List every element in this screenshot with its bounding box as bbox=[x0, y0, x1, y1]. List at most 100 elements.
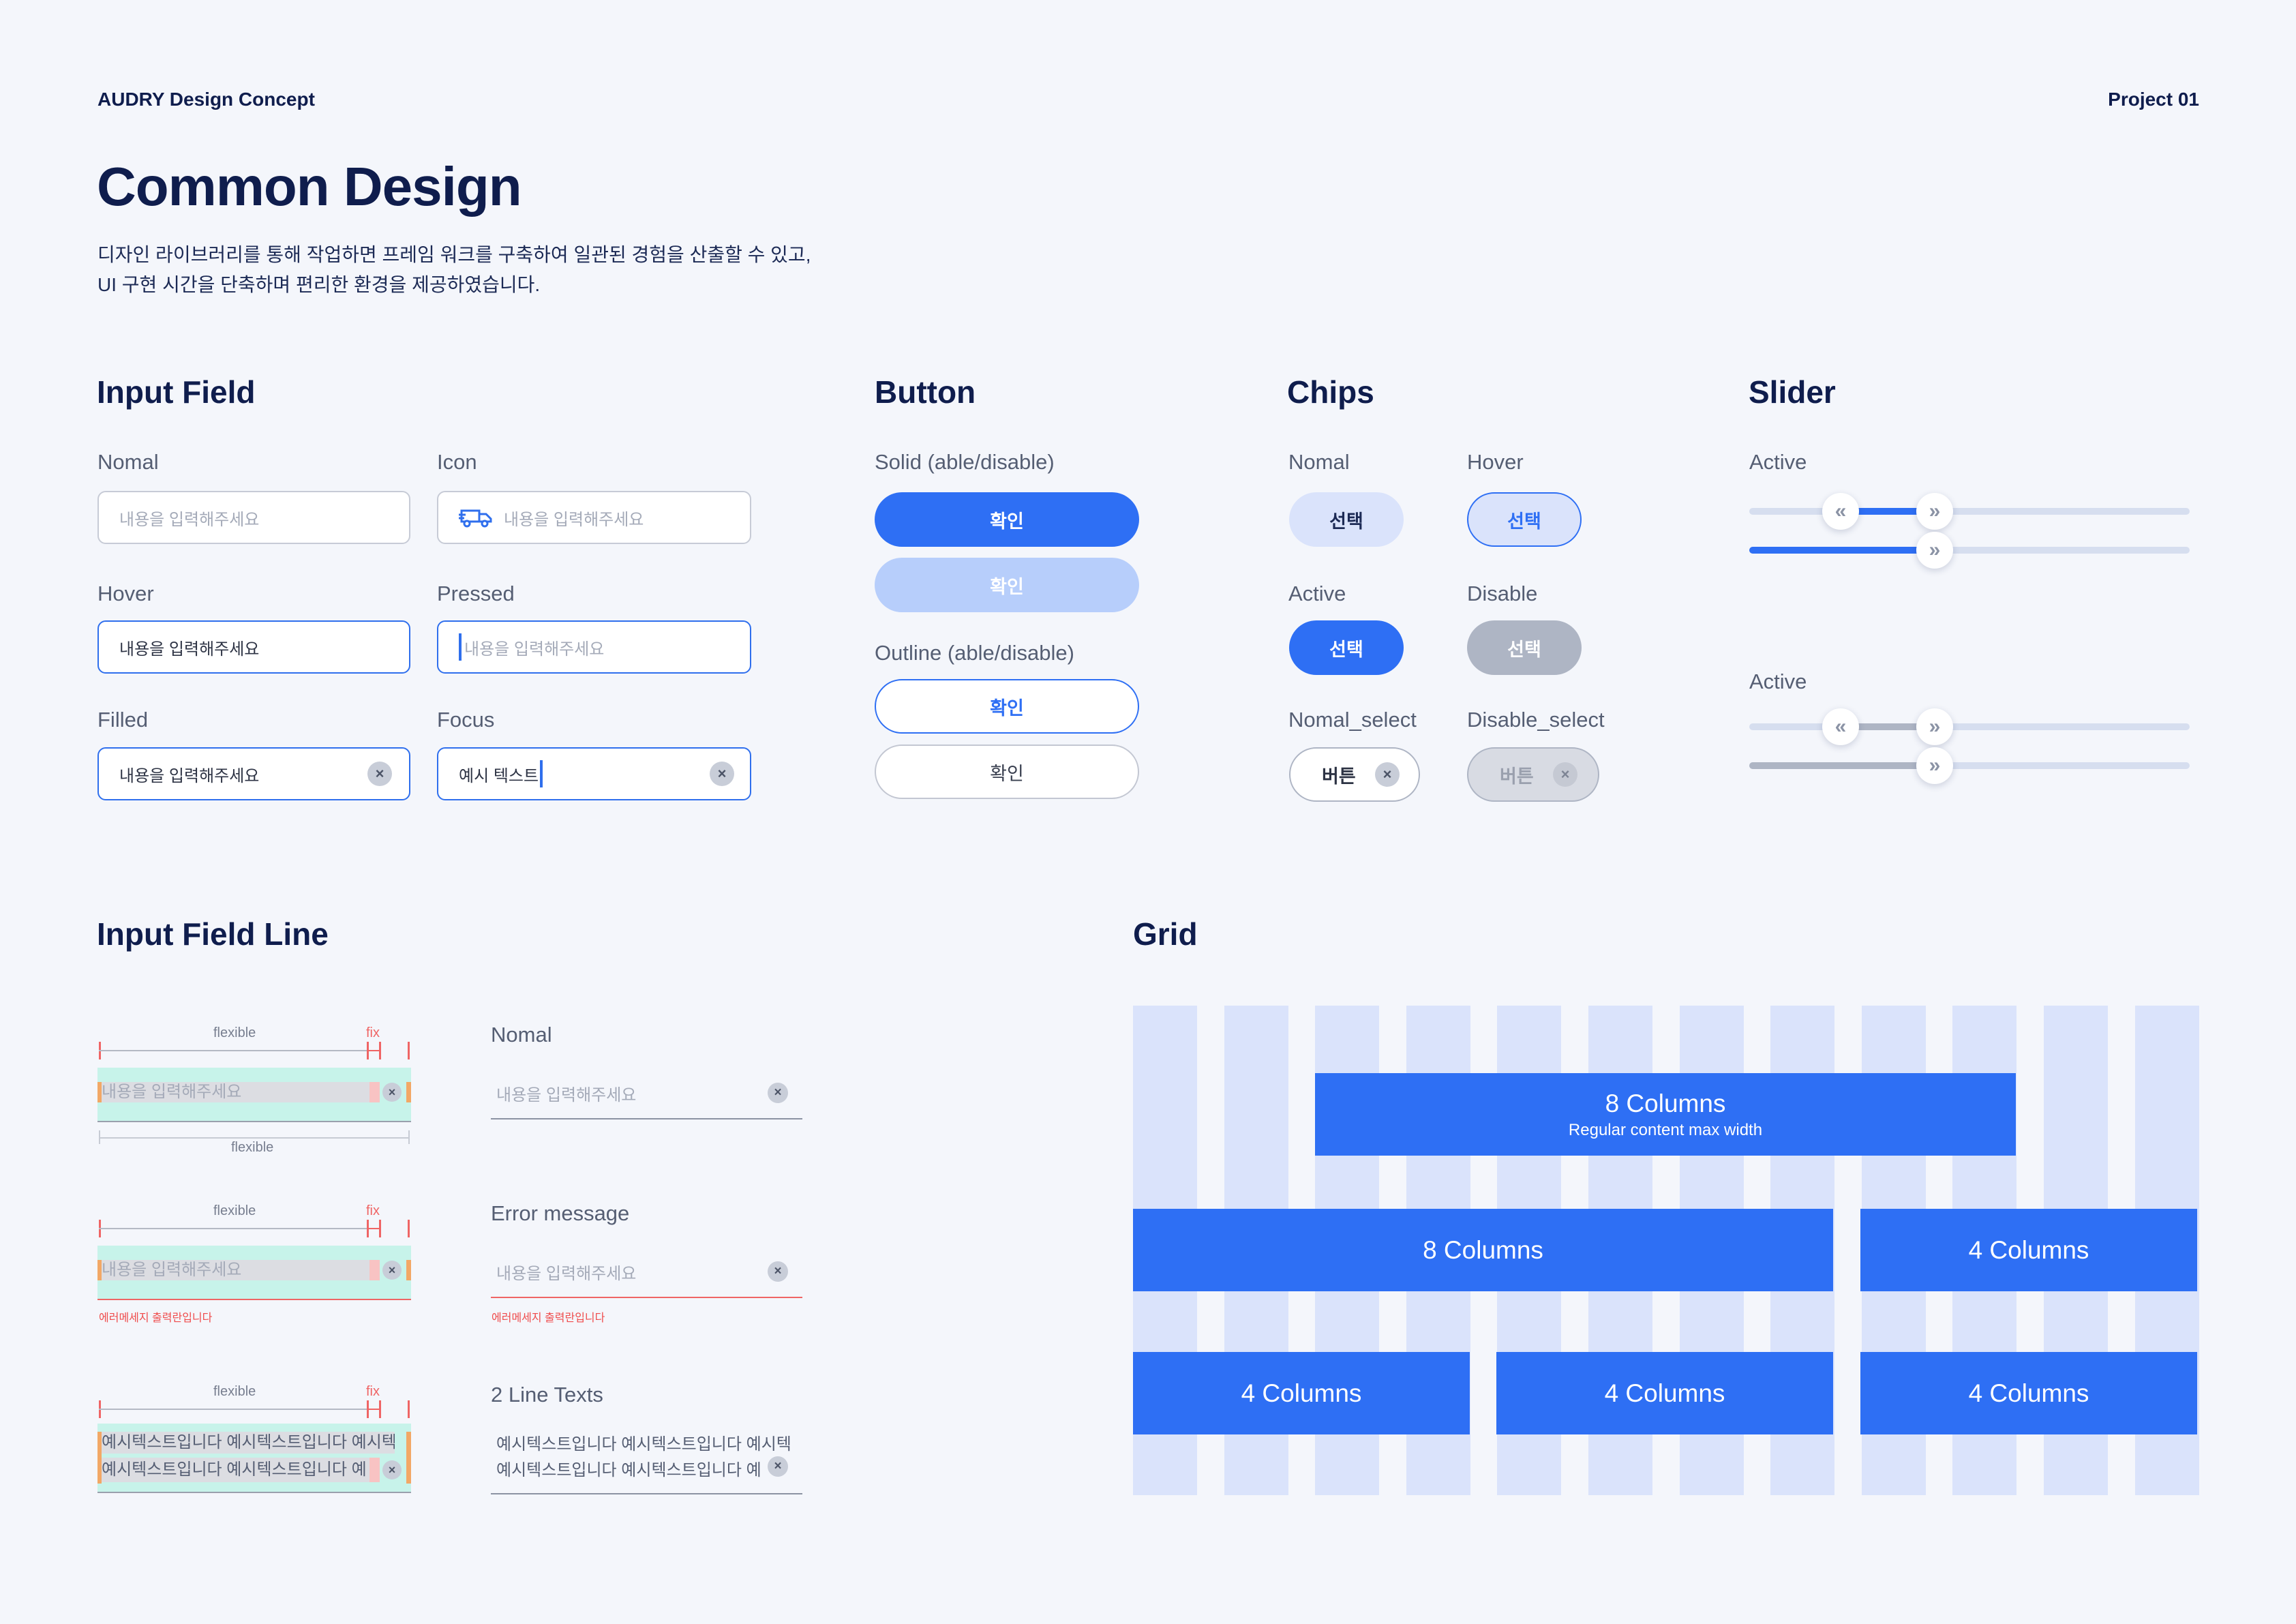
clear-icon: × bbox=[382, 1261, 402, 1280]
chevron-double-right-icon[interactable]: » bbox=[1916, 708, 1953, 745]
flexible-label: flexible bbox=[213, 1384, 256, 1399]
input-nomal[interactable]: 내용을 입력해주세요 bbox=[97, 491, 410, 544]
chip-nomal[interactable]: 선택 bbox=[1289, 492, 1404, 547]
slider-fill bbox=[1749, 547, 1935, 554]
line-two-line-label: 2 Line Texts bbox=[491, 1383, 603, 1407]
solid-label: Solid (able/disable) bbox=[875, 450, 1055, 474]
outline-button-disabled[interactable]: 확인 bbox=[875, 745, 1139, 799]
line-spec-diagram-2: flexible fix 내용을 입력해주세요 × 에러메세지 출력란입니다 bbox=[97, 1201, 411, 1324]
chip-disable-select-text: 버튼 bbox=[1500, 766, 1534, 787]
single-slider-inactive[interactable]: » bbox=[1749, 747, 2190, 784]
slider-active-label-1: Active bbox=[1749, 450, 1807, 474]
clear-icon[interactable]: × bbox=[768, 1456, 788, 1477]
input-filled[interactable]: 내용을 입력해주세요 × bbox=[97, 747, 410, 800]
chevron-double-right-icon[interactable]: » bbox=[1916, 493, 1953, 530]
input-pressed[interactable]: 내용을 입력해주세요 bbox=[437, 620, 751, 674]
clear-icon[interactable]: × bbox=[1375, 762, 1400, 787]
pressed-label: Pressed bbox=[437, 582, 515, 605]
solid-button[interactable]: 확인 bbox=[875, 492, 1139, 547]
input-field-line-title: Input Field Line bbox=[97, 916, 329, 952]
grid-bar-label: 4 Columns bbox=[1241, 1379, 1362, 1407]
line-error-message: 에러메세지 출력란입니다 bbox=[492, 1312, 605, 1324]
line-error-label: Error message bbox=[491, 1201, 630, 1225]
text-cursor bbox=[540, 760, 543, 787]
nomal-label: Nomal bbox=[97, 450, 159, 474]
clear-icon[interactable]: × bbox=[1553, 762, 1577, 787]
grid-bar-subtitle: Regular content max width bbox=[1568, 1120, 1763, 1139]
grid-bar-label: 4 Columns bbox=[1604, 1379, 1725, 1407]
chip-disable-label: Disable bbox=[1467, 582, 1538, 605]
line-spec-text-2: 예시텍스트입니다 예시텍스트입니다 예 bbox=[102, 1458, 369, 1482]
single-slider-active[interactable]: » bbox=[1749, 532, 2190, 569]
error-message: 에러메세지 출력란입니다 bbox=[99, 1312, 213, 1324]
chip-hover[interactable]: 선택 bbox=[1467, 492, 1582, 547]
slider-active-label-2: Active bbox=[1749, 670, 1807, 693]
outline-button[interactable]: 확인 bbox=[875, 679, 1139, 734]
line-spec-placeholder-1: 내용을 입력해주세요 bbox=[102, 1082, 369, 1102]
grid-bar-label: 4 Columns bbox=[1968, 1235, 2089, 1264]
slider-range-fill bbox=[1841, 508, 1935, 515]
line-input-error-placeholder: 내용을 입력해주세요 bbox=[496, 1265, 637, 1283]
input-focus[interactable]: 예시 텍스트 × bbox=[437, 747, 751, 800]
chip-hover-label: Hover bbox=[1467, 450, 1524, 474]
chevron-double-left-icon[interactable]: « bbox=[1822, 708, 1859, 745]
slider-fill bbox=[1749, 762, 1935, 769]
clear-icon[interactable]: × bbox=[768, 1083, 788, 1103]
page-description: 디자인 라이브러리를 통해 작업하면 프레임 워크를 구축하여 일관된 경험을 … bbox=[97, 240, 811, 300]
solid-button-disabled[interactable]: 확인 bbox=[875, 558, 1139, 612]
chip-active[interactable]: 선택 bbox=[1289, 620, 1404, 675]
input-pressed-placeholder: 내용을 입력해주세요 bbox=[464, 640, 605, 659]
chip-disable[interactable]: 선택 bbox=[1467, 620, 1582, 675]
chip-disable-select[interactable]: 버튼 × bbox=[1467, 747, 1599, 802]
clear-icon: × bbox=[382, 1460, 402, 1479]
line-spec-diagram-3: flexible fix 예시텍스트입니다 예시텍스트입니다 예시텍 예시텍스트… bbox=[97, 1381, 411, 1501]
grid-bar-label: 8 Columns bbox=[1423, 1235, 1543, 1264]
grid-bar-title: 8 Columns bbox=[1605, 1089, 1726, 1117]
description-line-1: 디자인 라이브러리를 통해 작업하면 프레임 워크를 구축하여 일관된 경험을 … bbox=[97, 244, 811, 265]
flexible-label: flexible bbox=[213, 1203, 256, 1218]
input-icon[interactable]: 내용을 입력해주세요 bbox=[437, 491, 751, 544]
clear-icon[interactable]: × bbox=[710, 762, 734, 786]
line-spec-diagram-1: flexible fix 내용을 입력해주세요 × flexible bbox=[97, 1023, 411, 1159]
chip-nomal-select-label: Nomal_select bbox=[1288, 708, 1417, 732]
chevron-double-left-icon[interactable]: « bbox=[1822, 493, 1859, 530]
icon-label: Icon bbox=[437, 450, 477, 474]
clear-icon[interactable]: × bbox=[768, 1261, 788, 1282]
project-label: Project 01 bbox=[2108, 89, 2199, 110]
line-input-nomal-placeholder: 내용을 입력해주세요 bbox=[496, 1086, 637, 1104]
description-line-2: UI 구현 시간을 단축하며 편리한 환경을 제공하였습니다. bbox=[97, 274, 541, 295]
flexible-label: flexible bbox=[213, 1025, 256, 1040]
range-slider-inactive[interactable]: « » bbox=[1749, 708, 2190, 745]
truck-icon bbox=[459, 509, 492, 528]
grid-bar-4col: 4 Columns bbox=[1860, 1209, 2197, 1291]
chevron-double-right-icon[interactable]: » bbox=[1916, 747, 1953, 784]
slider-title: Slider bbox=[1749, 374, 1836, 410]
chips-title: Chips bbox=[1287, 374, 1374, 410]
line-spec-text-1: 예시텍스트입니다 예시텍스트입니다 예시텍 bbox=[102, 1432, 395, 1454]
focus-label: Focus bbox=[437, 708, 495, 732]
clear-icon[interactable]: × bbox=[367, 762, 392, 786]
two-line-text-1: 예시텍스트입니다 예시텍스트입니다 예시텍 bbox=[496, 1435, 791, 1454]
fix-label: fix bbox=[366, 1203, 380, 1218]
range-slider-active[interactable]: « » bbox=[1749, 493, 2190, 530]
chip-nomal-label: Nomal bbox=[1288, 450, 1350, 474]
line-input-two-line[interactable]: 예시텍스트입니다 예시텍스트입니다 예시텍 예시텍스트입니다 예시텍스트입니다 … bbox=[491, 1425, 802, 1496]
input-hover-value: 내용을 입력해주세요 bbox=[119, 640, 260, 659]
line-input-nomal[interactable]: 내용을 입력해주세요 × bbox=[491, 1064, 802, 1119]
fix-label: fix bbox=[366, 1025, 380, 1040]
input-nomal-placeholder: 내용을 입력해주세요 bbox=[119, 510, 260, 529]
hover-label: Hover bbox=[97, 582, 154, 605]
grid-bar-4col: 4 Columns bbox=[1860, 1352, 2197, 1434]
chevron-double-right-icon[interactable]: » bbox=[1916, 532, 1953, 569]
slider-range-fill bbox=[1841, 723, 1935, 730]
text-cursor bbox=[459, 633, 462, 661]
brand-label: AUDRY Design Concept bbox=[97, 89, 315, 110]
chip-disable-select-label: Disable_select bbox=[1467, 708, 1605, 732]
line-input-error[interactable]: 내용을 입력해주세요 × bbox=[491, 1242, 802, 1298]
input-filled-value: 내용을 입력해주세요 bbox=[119, 766, 260, 785]
chip-nomal-select[interactable]: 버튼 × bbox=[1289, 747, 1420, 802]
filled-label: Filled bbox=[97, 708, 149, 732]
grid-bar-4col: 4 Columns bbox=[1133, 1352, 1470, 1434]
input-hover[interactable]: 내용을 입력해주세요 bbox=[97, 620, 410, 674]
grid-bar-4col: 4 Columns bbox=[1496, 1352, 1833, 1434]
